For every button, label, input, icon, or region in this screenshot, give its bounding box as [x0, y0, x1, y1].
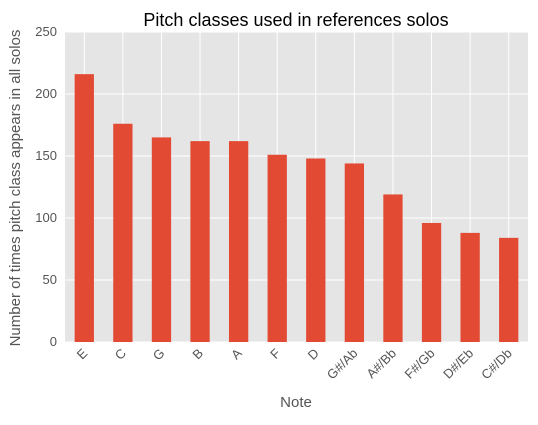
y-tick-label: 0	[50, 334, 57, 349]
x-tick-label: D	[305, 346, 322, 363]
plot-area	[65, 32, 528, 342]
x-tick-label: C#/Db	[478, 346, 515, 383]
bar-G#/Ab	[344, 163, 365, 342]
bars	[74, 74, 519, 342]
bar-B	[190, 141, 210, 342]
y-axis-ticks: 0 50 100 150 200 250	[35, 24, 57, 349]
bar-D#/Eb	[460, 232, 480, 342]
x-axis-label: Note	[280, 394, 312, 411]
x-tick-label: G	[150, 346, 168, 364]
bar-G	[151, 137, 172, 342]
bar-A	[228, 141, 249, 342]
bar-F	[267, 154, 287, 342]
x-tick-label: F#/Gb	[402, 346, 438, 382]
x-tick-label: G#/Ab	[324, 346, 361, 383]
y-tick-label: 50	[43, 272, 57, 287]
x-tick-label: B	[189, 346, 206, 363]
y-tick-label: 150	[35, 148, 57, 163]
x-tick-label: A	[228, 345, 245, 362]
bar-C	[113, 123, 133, 342]
x-axis-ticks: E C G B A F D G#/Ab A#/Bb F#/Gb D#/Eb C#/Db	[74, 345, 515, 382]
x-tick-label: C	[112, 346, 129, 363]
x-tick-label: A#/Bb	[363, 346, 399, 382]
x-tick-label: D#/Eb	[440, 346, 476, 382]
y-tick-label: 100	[35, 210, 57, 225]
bar-E	[74, 74, 94, 342]
bar-C#/Db	[499, 237, 519, 342]
chart-title: Pitch classes used in references solos	[143, 10, 448, 30]
bar-A#/Bb	[383, 194, 403, 342]
y-axis-label: Number of times pitch class appears in a…	[7, 30, 24, 347]
x-tick-label: E	[74, 345, 91, 362]
bar-F#/Gb	[421, 222, 442, 342]
bar-D	[306, 158, 326, 342]
y-tick-label: 200	[35, 86, 57, 101]
x-tick-label: F	[267, 345, 283, 361]
y-tick-label: 250	[35, 24, 57, 39]
